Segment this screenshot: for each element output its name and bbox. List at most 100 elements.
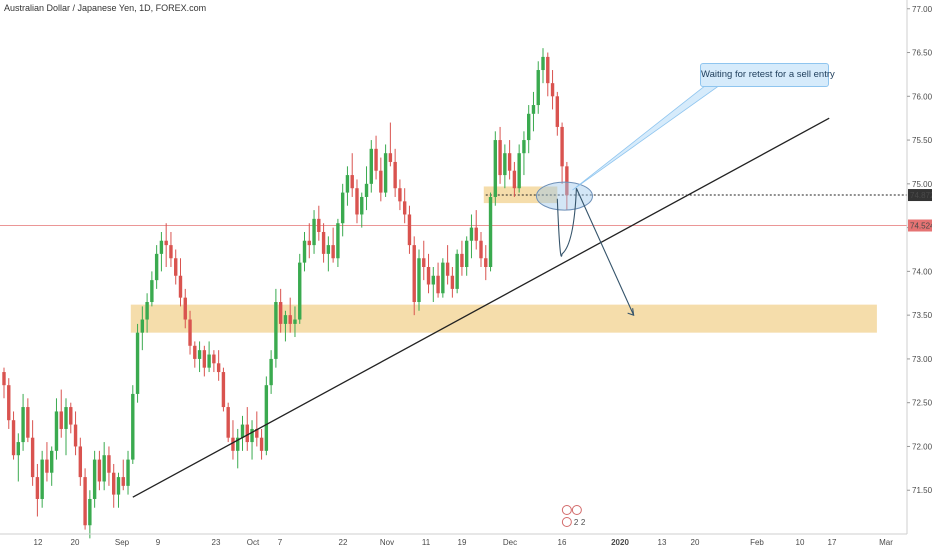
candle-body	[383, 153, 388, 193]
price-axis: 77.00076.50076.00075.50075.00074.50074.0…	[906, 0, 932, 534]
candle-body	[293, 319, 297, 324]
candle-body	[231, 437, 235, 451]
candle-body	[116, 477, 121, 495]
candle-body	[50, 450, 54, 473]
candle-body	[197, 350, 202, 359]
candle-body	[407, 214, 412, 246]
candle-body	[26, 407, 30, 438]
candle-body	[202, 350, 207, 368]
price-tick-label: 73.500	[912, 311, 932, 320]
candle-body	[250, 428, 254, 443]
price-badge-label: 74.872	[910, 191, 932, 200]
candle-body	[269, 358, 273, 386]
candle-body	[493, 140, 498, 197]
time-tick-label: 20	[71, 538, 80, 547]
candle-body	[350, 175, 354, 189]
candle-body	[221, 372, 226, 408]
event-marker-icon[interactable]	[571, 505, 582, 515]
candle-body	[207, 354, 211, 368]
price-tick-label: 76.500	[912, 49, 932, 58]
candle-body	[212, 354, 216, 364]
candle-body	[340, 192, 345, 224]
time-tick-label: Sep	[115, 538, 130, 547]
candle-body	[302, 240, 307, 263]
candle-body	[40, 459, 44, 499]
candle-body	[345, 175, 350, 193]
candle-body	[45, 459, 49, 473]
candle-body	[503, 153, 507, 176]
candle-body	[336, 223, 340, 259]
candle-body	[54, 411, 59, 451]
candle-body	[216, 363, 221, 373]
candle-body	[436, 275, 440, 294]
candle-body	[474, 227, 478, 241]
price-tick-label: 77.000	[912, 5, 932, 14]
candle-body	[150, 280, 154, 303]
candle-body	[441, 262, 445, 294]
candle-body	[398, 188, 402, 202]
candle-body	[102, 455, 106, 482]
candle-body	[135, 332, 140, 394]
candle-body	[154, 253, 159, 281]
candle-body	[69, 407, 73, 425]
candle-body	[522, 140, 526, 154]
supply-zone-2[interactable]	[130, 304, 877, 333]
candle-body	[402, 201, 407, 215]
time-tick-label: 2020	[611, 538, 629, 547]
callout-tail	[572, 84, 722, 191]
candle-body	[35, 477, 40, 499]
candle-body	[11, 420, 16, 456]
candle-body	[278, 302, 283, 324]
time-tick-label: 12	[34, 538, 43, 547]
time-tick-label: Nov	[380, 538, 394, 547]
price-badge-label: 74.524	[910, 222, 932, 231]
candle-body	[64, 407, 68, 429]
candle-body	[512, 170, 517, 189]
time-tick-label: 7	[278, 538, 283, 547]
candle-body	[307, 240, 311, 246]
candle-body	[464, 240, 469, 267]
candle-body	[317, 218, 321, 232]
event-marker-icon[interactable]	[561, 517, 572, 527]
time-tick-label: 16	[558, 538, 567, 547]
time-tick-label: 17	[828, 538, 837, 547]
candle-body	[550, 83, 555, 97]
chart-title: Australian Dollar / Japanese Yen, 1D, FO…	[4, 3, 207, 13]
candle-body	[536, 70, 540, 106]
time-tick-label: Feb	[750, 538, 764, 547]
retest-ellipse[interactable]	[535, 181, 593, 211]
candle-body	[178, 275, 183, 298]
candle-body	[298, 262, 302, 320]
projection-arrowhead	[627, 308, 635, 316]
candle-body	[507, 153, 512, 171]
candle-body	[321, 231, 326, 254]
annotation-callout[interactable]: Waiting for retest for a sell entry	[700, 63, 835, 87]
candle-body	[131, 393, 135, 460]
candle-body	[445, 262, 450, 276]
candle-body	[30, 437, 35, 478]
candle-body	[21, 407, 25, 443]
time-tick-label: Oct	[247, 538, 260, 547]
candle-body	[92, 459, 97, 499]
candle-body	[364, 183, 369, 197]
trendline[interactable]	[132, 117, 830, 498]
price-tick-label: 75.500	[912, 136, 932, 145]
candle-body	[479, 240, 483, 259]
candle-body	[107, 455, 111, 473]
time-tick-label: 10	[796, 538, 805, 547]
event-marker-icon[interactable]	[561, 505, 572, 515]
candle-body	[140, 319, 145, 333]
candle-body	[450, 275, 455, 289]
candle-body	[374, 148, 378, 171]
candle-body	[73, 424, 78, 447]
candle-body	[517, 153, 521, 189]
candle-body	[88, 498, 92, 526]
candle-body	[498, 140, 502, 176]
candle-body	[417, 258, 421, 303]
projection-path[interactable]	[556, 187, 635, 316]
candle-body	[393, 161, 397, 189]
candle-body	[236, 437, 240, 451]
candle-body	[245, 424, 249, 443]
candle-body	[7, 385, 11, 421]
